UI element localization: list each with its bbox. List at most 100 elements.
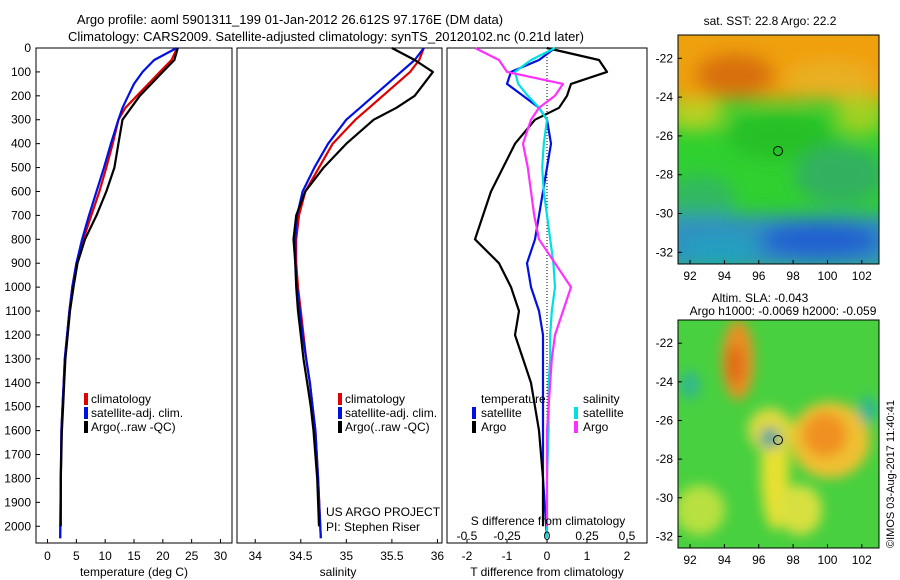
salinity-x-tick-label: 34.5 <box>289 549 313 563</box>
legend-sal-satellite: satellite <box>583 406 624 420</box>
map-lon-tick-label: 98 <box>786 553 800 567</box>
difference-legend: temperature salinity satellite Argo sate… <box>472 392 624 434</box>
temperature-series <box>59 47 179 539</box>
map-lat-tick-label: -28 <box>656 452 674 466</box>
temperature-x-tick-label: 25 <box>185 549 199 563</box>
salinity-series <box>292 47 434 539</box>
depth-tick-label: 600 <box>11 184 31 198</box>
depth-tick-label: 1800 <box>4 471 31 485</box>
float-position-marker <box>773 435 783 445</box>
t-difference-tick-label: 0 <box>544 549 551 563</box>
legend-label-climatology: climatology <box>91 392 151 406</box>
salinity-x-tick-label: 34 <box>249 549 263 563</box>
series-line-satellite-adj-clim <box>294 47 425 539</box>
temperature-x-tick-label: 30 <box>214 549 228 563</box>
legend-swatch-temp-satellite <box>472 407 476 419</box>
salinity-legend: climatology satellite-adj. clim. Argo(..… <box>338 392 437 434</box>
t-difference-tick-label: -1 <box>502 549 513 563</box>
map-lon-tick-label: 102 <box>852 553 872 567</box>
map-lon-tick-label: 102 <box>852 269 872 283</box>
map-lat-tick-label: -26 <box>656 413 674 427</box>
depth-tick-label: 0 <box>24 41 31 55</box>
legend-swatch-climatology <box>84 393 88 405</box>
temperature-x-tick-label: 15 <box>127 549 141 563</box>
map-lon-tick-label: 100 <box>817 553 837 567</box>
imos-credit: ©IMOS 03-Aug-2017 11:40:41 <box>885 400 897 548</box>
depth-tick-label: 500 <box>11 161 31 175</box>
depth-tick-label: 900 <box>11 256 31 270</box>
series-line-temperature-argo <box>473 46 609 527</box>
map-lat-tick-label: -32 <box>656 529 674 543</box>
t-difference-tick-label: 2 <box>624 549 631 563</box>
salinity-x-axis: 34 34.5 35 35.5 36 <box>249 539 445 563</box>
project-note: US ARGO PROJECT <box>326 505 441 519</box>
map-lat-tick-label: -30 <box>656 207 674 221</box>
temperature-axes-frame <box>35 47 233 544</box>
temperature-x-tick-label: 10 <box>98 549 112 563</box>
depth-tick-label: 1100 <box>5 304 31 318</box>
depth-tick-label: 1300 <box>4 352 31 366</box>
temperature-x-axis: 0 5 10 15 20 25 30 <box>44 539 227 563</box>
sla-map-title2: Argo h1000: -0.0069 h2000: -0.059 <box>690 304 877 318</box>
legend-swatch-sal-satellite <box>574 407 578 419</box>
depth-tick-label: 1400 <box>4 376 31 390</box>
sla-map-field <box>678 320 879 548</box>
salinity-x-tick-label: 35 <box>340 549 354 563</box>
sst-map-field <box>678 35 879 264</box>
depth-tick-label: 1900 <box>4 495 31 509</box>
series-line-salinity-satellite <box>513 47 557 539</box>
s-difference-tick-label: -0.5 <box>457 529 478 543</box>
sla-map-axes: -22 -24 -26 -28 -30 -32 92 94 96 98 100 102 <box>656 336 872 567</box>
depth-tick-label: 1200 <box>4 328 31 342</box>
t-difference-axis: -2 -1 0 1 2 <box>462 539 631 563</box>
temperature-legend: climatology satellite-adj. clim. Argo(..… <box>84 392 183 434</box>
depth-tick-label: 700 <box>11 208 31 222</box>
salinity-x-tick-label: 36 <box>431 549 445 563</box>
s-difference-label: S difference from climatology <box>471 514 626 528</box>
temperature-panel: 0100200300400500600700800900100011001200… <box>4 41 233 579</box>
map-lon-tick-label: 94 <box>718 553 732 567</box>
map-lon-tick-label: 96 <box>752 553 766 567</box>
sst-map-title: sat. SST: 22.8 Argo: 22.2 <box>704 14 837 28</box>
salinity-panel: 34 34.5 35 35.5 36 salinity climatology sate… <box>236 47 445 579</box>
map-lon-tick-label: 100 <box>817 269 837 283</box>
legend-temperature-head: temperature <box>481 392 546 406</box>
depth-tick-label: 400 <box>11 137 31 151</box>
series-line-salinity-argo <box>474 47 573 527</box>
legend-swatch-argo <box>338 421 342 433</box>
sst-map: sat. SST: 22.8 Argo: 22.2 -22 -24 -26 -28 -3… <box>656 14 880 283</box>
legend-swatch-satellite <box>338 407 342 419</box>
pi-note: PI: Stephen Riser <box>326 520 420 534</box>
s-difference-tick-label: 0 <box>544 529 551 543</box>
salinity-axes-frame <box>236 47 443 544</box>
series-line-argo-raw-qc <box>59 47 179 527</box>
depth-tick-label: 1600 <box>4 424 31 438</box>
sla-map: Altim. SLA: -0.043 Argo h1000: -0.0069 h… <box>656 291 880 567</box>
legend-swatch-sal-argo <box>574 421 578 433</box>
map-lat-tick-label: -24 <box>656 375 674 389</box>
s-difference-tick-label: 0.25 <box>575 529 599 543</box>
sla-map-frame <box>677 319 880 549</box>
map-lat-tick-label: -30 <box>656 491 674 505</box>
legend-salinity-head: salinity <box>583 392 620 406</box>
map-lat-tick-label: -22 <box>656 51 674 65</box>
map-lon-tick-label: 96 <box>752 269 766 283</box>
map-lat-tick-label: -28 <box>656 168 674 182</box>
figure-title-line1: Argo profile: aoml 5901311_199 01-Jan-20… <box>77 12 503 27</box>
temperature-x-tick-label: 20 <box>156 549 170 563</box>
depth-tick-label: 300 <box>11 113 31 127</box>
legend-label-climatology: climatology <box>345 392 405 406</box>
map-lon-tick-label: 94 <box>718 269 732 283</box>
depth-tick-label: 200 <box>11 89 31 103</box>
t-difference-tick-label: 1 <box>584 549 591 563</box>
temperature-xlabel: temperature (deg C) <box>80 565 188 579</box>
depth-tick-label: 1500 <box>4 400 31 414</box>
legend-temp-argo: Argo <box>481 420 507 434</box>
legend-swatch-temp-argo <box>472 421 476 433</box>
series-line-argo-raw-qc <box>292 47 434 527</box>
depth-tick-label: 800 <box>11 232 31 246</box>
map-lat-tick-label: -32 <box>656 245 674 259</box>
figure-title-line2: Climatology: CARS2009. Satellite-adjuste… <box>68 29 584 44</box>
t-difference-label: T difference from climatology <box>470 565 624 579</box>
